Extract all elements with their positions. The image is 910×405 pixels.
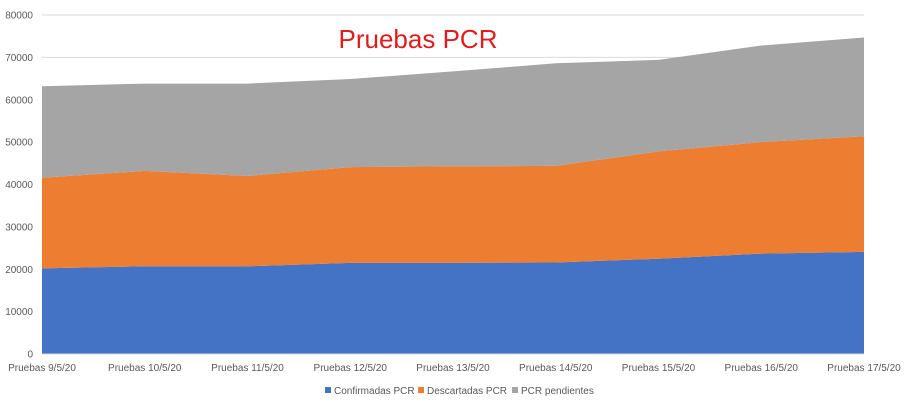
legend-label: PCR pendientes <box>521 386 594 397</box>
series-areas <box>42 37 864 354</box>
y-tick-label: 0 <box>27 350 33 361</box>
x-tick-label: Pruebas 12/5/20 <box>314 363 388 374</box>
legend: Confirmadas PCR Descartadas PCR PCR pendie… <box>325 386 594 397</box>
legend-swatch <box>325 387 331 393</box>
series-area <box>42 37 864 178</box>
chart-title: Pruebas PCR <box>339 24 498 54</box>
y-tick-label: 50000 <box>5 138 33 149</box>
x-tick-label: Pruebas 16/5/20 <box>725 363 799 374</box>
series-area <box>42 136 864 269</box>
y-axis-ticks: 0 10000 20000 30000 40000 50000 60000 70000 8000… <box>5 11 33 361</box>
x-tick-label: Pruebas 17/5/20 <box>827 363 901 374</box>
x-tick-label: Pruebas 9/5/20 <box>8 363 76 374</box>
legend-swatch <box>418 387 424 393</box>
y-tick-label: 30000 <box>5 222 33 233</box>
x-tick-label: Pruebas 10/5/20 <box>108 363 182 374</box>
y-tick-label: 40000 <box>5 180 33 191</box>
y-tick-label: 20000 <box>5 265 33 276</box>
y-tick-label: 80000 <box>5 11 33 22</box>
x-tick-label: Pruebas 15/5/20 <box>622 363 696 374</box>
x-axis-ticks: Pruebas 9/5/20 Pruebas 10/5/20 Pruebas 11/… <box>8 363 901 374</box>
series-area <box>42 251 864 354</box>
y-tick-label: 10000 <box>5 307 33 318</box>
x-tick-label: Pruebas 14/5/20 <box>519 363 593 374</box>
y-tick-label: 70000 <box>5 53 33 64</box>
x-tick-label: Pruebas 11/5/20 <box>211 363 284 374</box>
legend-label: Confirmadas PCR <box>334 386 415 397</box>
y-tick-label: 60000 <box>5 95 33 106</box>
legend-label: Descartadas PCR <box>427 386 507 397</box>
x-tick-label: Pruebas 13/5/20 <box>416 363 490 374</box>
legend-swatch <box>512 387 518 393</box>
